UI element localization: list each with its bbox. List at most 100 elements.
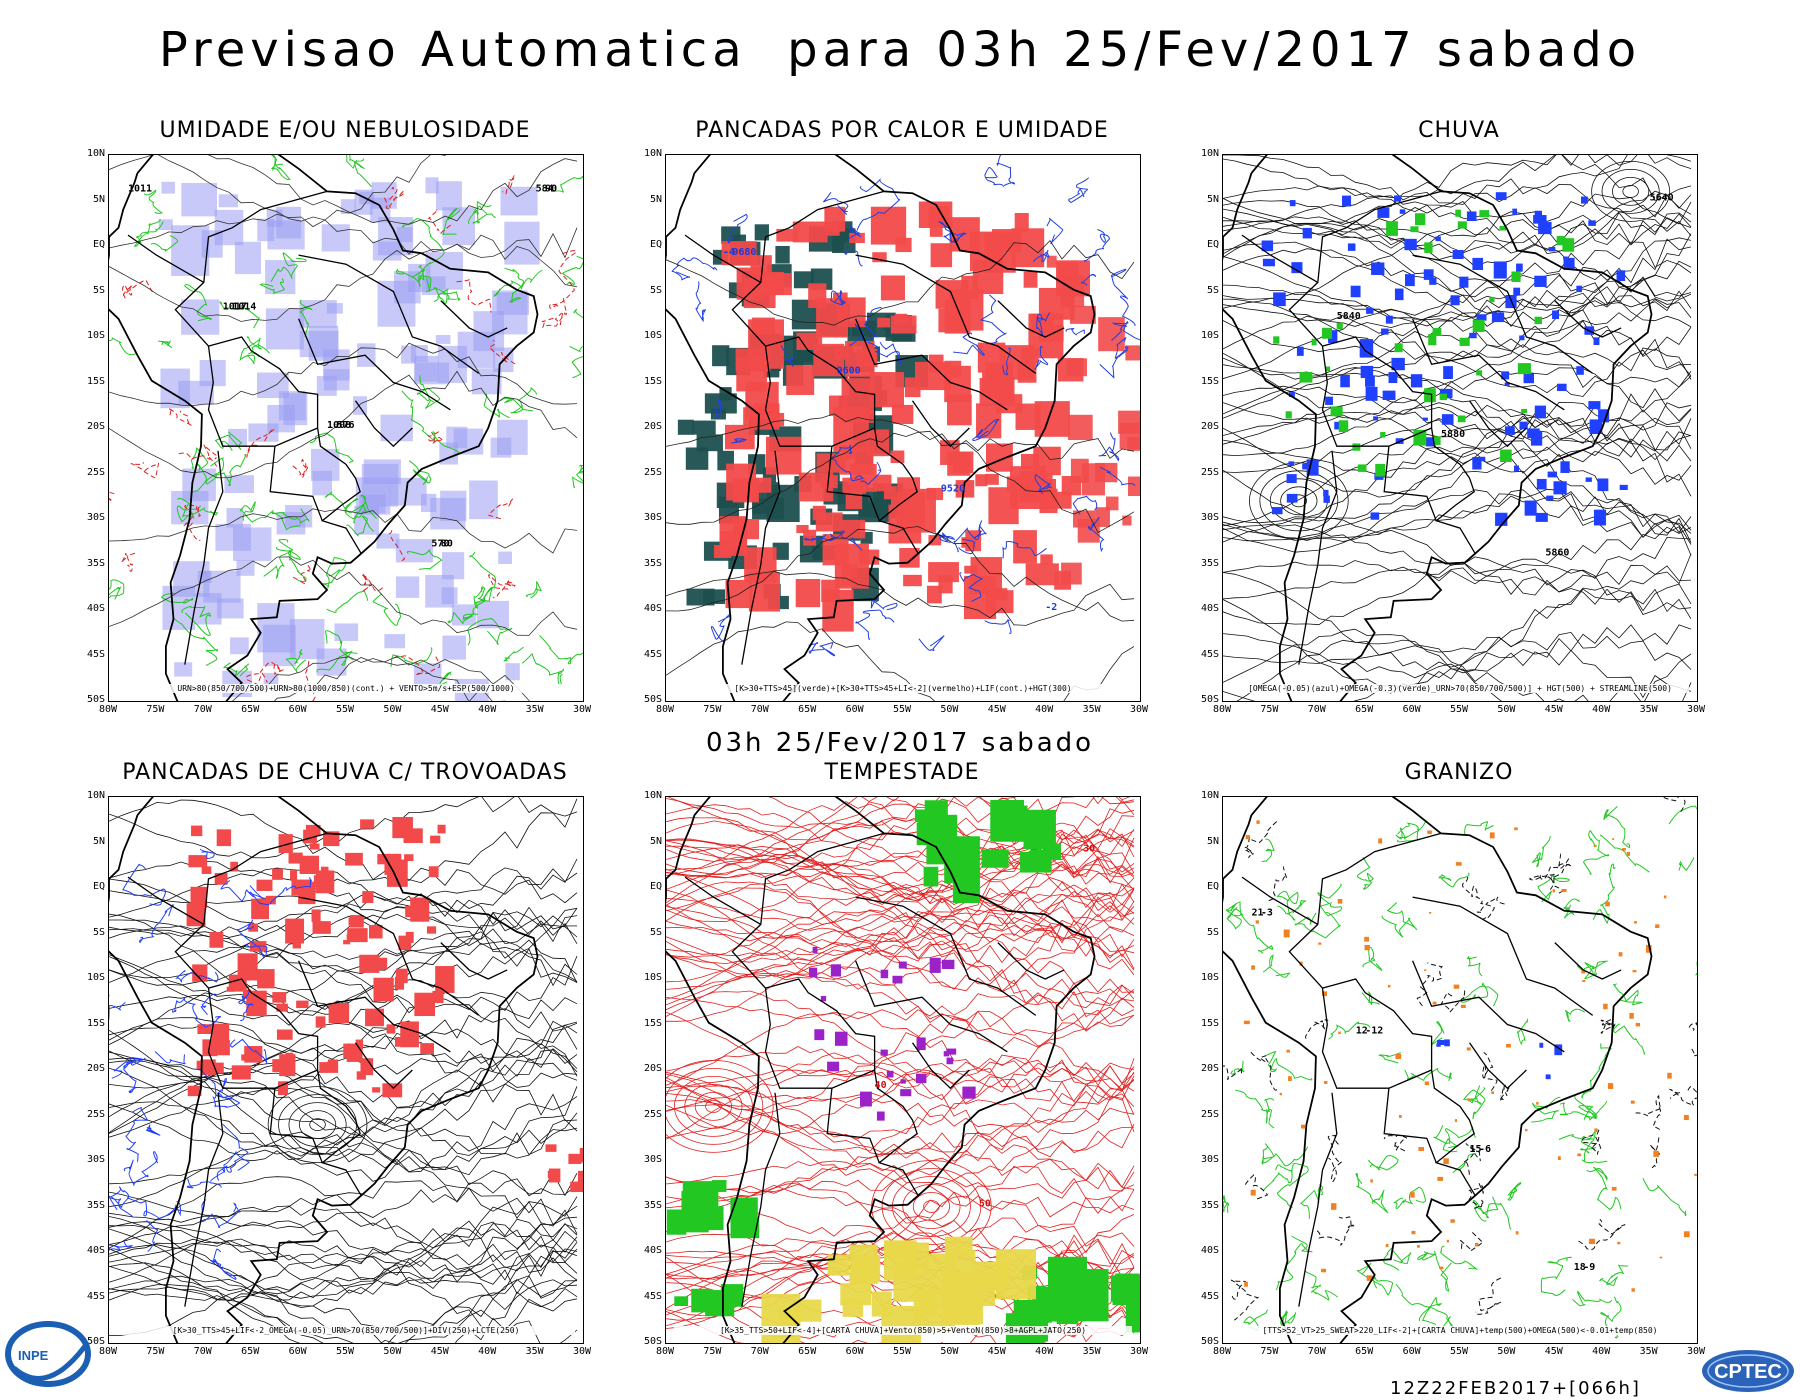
contour-label: 5840 bbox=[1337, 311, 1361, 322]
contour-label: 9680 bbox=[732, 247, 756, 258]
latitude-tick-label: 10S bbox=[643, 330, 662, 341]
longitude-tick-label: 35W bbox=[1082, 1346, 1101, 1357]
longitude-tick-label: 60W bbox=[845, 1346, 864, 1357]
latitude-tick-label: 5S bbox=[1206, 284, 1219, 296]
latitude-tick-label: 45S bbox=[643, 1290, 662, 1302]
longitude-tick-label: 40W bbox=[1035, 704, 1054, 715]
contour-label: -9 bbox=[1583, 1262, 1595, 1273]
longitude-tick-label: 80W bbox=[655, 1346, 675, 1357]
longitude-tick-label: 60W bbox=[288, 704, 307, 715]
forecast-map-panel[interactable]: 1011 1014 576 80 90 1017 1008 570 584 URN>80(850/… bbox=[108, 154, 584, 702]
map-canvas: 40 50 30 bbox=[666, 797, 1140, 1343]
contour-label: 80 bbox=[441, 538, 453, 549]
latitude-tick-label: 45S bbox=[1200, 1290, 1219, 1302]
latitude-tick-label: 15S bbox=[1200, 1017, 1219, 1029]
contour-label: 1017 bbox=[223, 302, 247, 313]
forecast-map-panel[interactable]: 5840 5880 5860 5640 [OMEGA(-0.05)(azul)+OMEG… bbox=[1222, 154, 1698, 702]
contour-label: 15 bbox=[1469, 1144, 1481, 1155]
contour-label: 1008 bbox=[327, 420, 351, 431]
contour-label: -2 bbox=[1045, 602, 1057, 613]
border-line bbox=[765, 336, 919, 554]
latitude-tick-label: 50S bbox=[643, 1336, 662, 1347]
border-line bbox=[1554, 942, 1622, 980]
border-line bbox=[741, 1092, 781, 1307]
longitude-tick-label: 80W bbox=[1212, 704, 1232, 715]
longitude-tick-label: 75W bbox=[1260, 704, 1279, 715]
latitude-tick-label: EQ bbox=[1206, 239, 1219, 250]
border-line bbox=[208, 336, 362, 554]
border-line bbox=[1412, 960, 1565, 1053]
panel-legend: [K>30+TTS>45](verde)+[K>30+TTS>45+LI<-2]… bbox=[674, 684, 1132, 693]
latitude-tick-label: 45S bbox=[643, 648, 662, 660]
latitude-tick-label: 30S bbox=[643, 1154, 662, 1165]
contour-label: 1011 bbox=[128, 183, 152, 194]
border-line bbox=[298, 254, 480, 374]
longitude-tick-label: 70W bbox=[750, 704, 769, 715]
longitude-tick-label: 70W bbox=[1307, 1346, 1326, 1357]
latitude-tick-label: 10S bbox=[86, 330, 105, 341]
longitude-tick-label: 70W bbox=[750, 1346, 769, 1357]
longitude-tick-label: 50W bbox=[1497, 704, 1516, 715]
map-canvas bbox=[109, 797, 583, 1343]
map-canvas: 5840 5880 5860 5640 bbox=[1223, 155, 1692, 701]
border-line bbox=[184, 450, 224, 665]
latitude-tick-label: EQ bbox=[1206, 881, 1219, 892]
border-line bbox=[1298, 450, 1338, 665]
longitude-tick-label: 40W bbox=[1035, 1346, 1054, 1357]
border-line bbox=[997, 300, 1065, 338]
panel-title: CHUVA bbox=[1418, 118, 1500, 143]
border-line bbox=[855, 318, 1008, 411]
longitude-tick-label: 75W bbox=[703, 1346, 722, 1357]
latitude-tick-label: 25S bbox=[1200, 1108, 1219, 1120]
longitude-tick-label: 35W bbox=[1639, 1346, 1658, 1357]
latitude-tick-label: 10S bbox=[643, 972, 662, 983]
border-line bbox=[855, 254, 1037, 374]
border-line bbox=[354, 400, 413, 448]
longitude-tick-label: 55W bbox=[892, 704, 912, 715]
latitude-tick-label: 5N bbox=[649, 193, 662, 205]
latitude-tick-label: 35S bbox=[1200, 1199, 1219, 1211]
longitude-tick-label: 55W bbox=[892, 1346, 912, 1357]
border-line bbox=[440, 942, 508, 980]
contour-label: 576 bbox=[337, 420, 355, 431]
map-canvas: 1011 1014 576 80 90 1017 1008 570 584 bbox=[109, 155, 583, 701]
latitude-tick-label: 5N bbox=[649, 835, 662, 847]
latitude-tick-label: 15S bbox=[643, 1017, 662, 1029]
inpe-logo[interactable]: INPE bbox=[4, 1318, 92, 1388]
latitude-tick-label: 15S bbox=[643, 375, 662, 387]
longitude-tick-label: 55W bbox=[335, 704, 355, 715]
latitude-tick-label: 20S bbox=[1200, 421, 1219, 432]
map-canvas: -6 -9 -3 -12 15 18 21 12 bbox=[1223, 797, 1697, 1343]
contour-label: 1014 bbox=[232, 302, 256, 313]
inpe-logo-text: INPE bbox=[18, 1348, 49, 1363]
longitude-tick-label: 45W bbox=[987, 1346, 1006, 1357]
border-line bbox=[298, 896, 480, 1016]
panel-title: TEMPESTADE bbox=[824, 760, 980, 785]
latitude-tick-label: EQ bbox=[649, 239, 662, 250]
latitude-tick-label: 30S bbox=[1200, 512, 1219, 523]
border-line bbox=[1298, 1092, 1338, 1307]
longitude-tick-label: 65W bbox=[241, 1346, 260, 1357]
longitude-tick-label: 45W bbox=[987, 704, 1006, 715]
coastline bbox=[109, 797, 539, 1343]
forecast-map-panel[interactable]: 9680 9600 9520 -2 -4 [K>30+TTS>45](verde)+[K>… bbox=[665, 154, 1141, 702]
longitude-tick-label: 35W bbox=[1082, 704, 1101, 715]
border-line bbox=[765, 978, 919, 1196]
forecast-map-panel[interactable]: [K>30_TTS>45+LIF<-2_OMEGA(-0.05)_URN>70(… bbox=[108, 796, 584, 1344]
latitude-tick-label: 25S bbox=[643, 466, 662, 478]
longitude-tick-label: 45W bbox=[1544, 1346, 1563, 1357]
coastline bbox=[666, 797, 1096, 1343]
border-line bbox=[911, 1042, 970, 1090]
contour-label: -12 bbox=[1365, 1026, 1383, 1037]
coastline bbox=[1223, 797, 1653, 1343]
border-line bbox=[764, 988, 875, 1089]
forecast-map-panel[interactable]: 40 50 30 [K>35_TTS>50+LIF<-4]+[CARTA CHUVA]… bbox=[665, 796, 1141, 1344]
border-line bbox=[1288, 832, 1442, 989]
longitude-tick-label: 75W bbox=[146, 704, 165, 715]
border-line bbox=[764, 346, 875, 447]
forecast-map-panel[interactable]: -6 -9 -3 -12 15 18 21 12 [TTS>52_VT>25_SWEAT>220… bbox=[1222, 796, 1698, 1344]
latitude-tick-label: 10S bbox=[1200, 330, 1219, 341]
border-line bbox=[1468, 1042, 1527, 1090]
border-line bbox=[440, 300, 508, 338]
cptec-logo[interactable]: CPTEC bbox=[1700, 1348, 1796, 1394]
